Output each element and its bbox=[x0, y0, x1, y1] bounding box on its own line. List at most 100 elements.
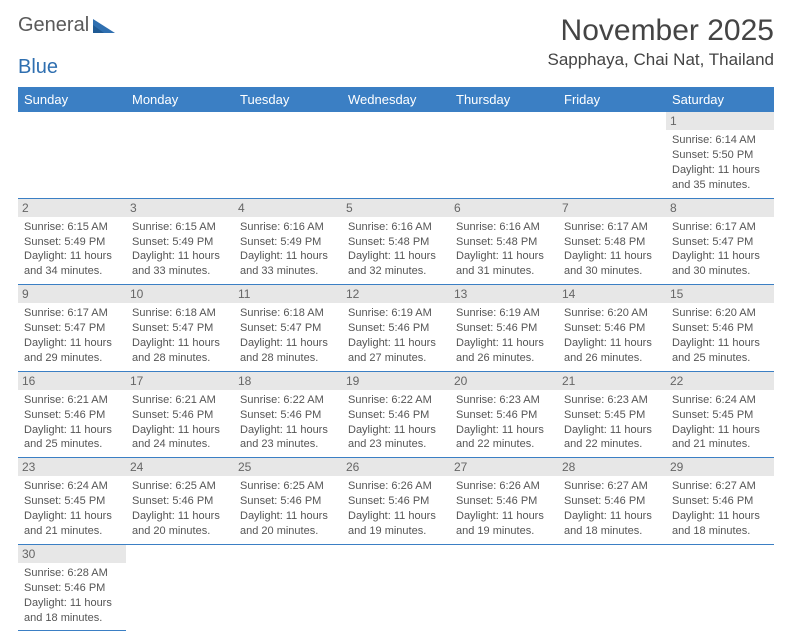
sunset-line: Sunset: 5:49 PM bbox=[24, 235, 120, 250]
sunset-line: Sunset: 5:46 PM bbox=[132, 408, 228, 423]
calendar-cell: 23Sunrise: 6:24 AMSunset: 5:45 PMDayligh… bbox=[18, 458, 126, 545]
sunrise-line: Sunrise: 6:21 AM bbox=[24, 393, 120, 408]
day-number: 7 bbox=[558, 199, 666, 217]
calendar-cell: 8 Sunrise: 6:17 AMSunset: 5:47 PMDaylight… bbox=[666, 198, 774, 285]
sunset-line: Sunset: 5:49 PM bbox=[132, 235, 228, 250]
sunset-line: Sunset: 5:47 PM bbox=[672, 235, 768, 250]
calendar-cell: 24Sunrise: 6:25 AMSunset: 5:46 PMDayligh… bbox=[126, 458, 234, 545]
calendar-row: 30Sunrise: 6:28 AMSunset: 5:46 PMDayligh… bbox=[18, 544, 774, 631]
sunset-line: Sunset: 5:46 PM bbox=[348, 321, 444, 336]
sunset-line: Sunset: 5:48 PM bbox=[456, 235, 552, 250]
weekday-header: Sunday bbox=[18, 87, 126, 112]
daylight-line: Daylight: 11 hours and 28 minutes. bbox=[132, 336, 228, 366]
sunrise-line: Sunrise: 6:19 AM bbox=[348, 306, 444, 321]
daylight-line: Daylight: 11 hours and 21 minutes. bbox=[672, 423, 768, 453]
sunrise-line: Sunrise: 6:15 AM bbox=[132, 220, 228, 235]
sunset-line: Sunset: 5:47 PM bbox=[240, 321, 336, 336]
calendar-cell bbox=[558, 544, 666, 631]
day-number: 25 bbox=[234, 458, 342, 476]
day-number: 29 bbox=[666, 458, 774, 476]
day-number: 17 bbox=[126, 372, 234, 390]
sunset-line: Sunset: 5:45 PM bbox=[672, 408, 768, 423]
daylight-line: Daylight: 11 hours and 33 minutes. bbox=[240, 249, 336, 279]
calendar-row: 23Sunrise: 6:24 AMSunset: 5:45 PMDayligh… bbox=[18, 458, 774, 545]
sunrise-line: Sunrise: 6:26 AM bbox=[456, 479, 552, 494]
day-number: 1 bbox=[666, 112, 774, 130]
daylight-line: Daylight: 11 hours and 26 minutes. bbox=[456, 336, 552, 366]
day-number: 21 bbox=[558, 372, 666, 390]
sunset-line: Sunset: 5:46 PM bbox=[564, 494, 660, 509]
sunset-line: Sunset: 5:46 PM bbox=[240, 408, 336, 423]
daylight-line: Daylight: 11 hours and 22 minutes. bbox=[564, 423, 660, 453]
calendar-cell: 4Sunrise: 6:16 AMSunset: 5:49 PMDaylight… bbox=[234, 198, 342, 285]
sunrise-line: Sunrise: 6:26 AM bbox=[348, 479, 444, 494]
calendar-cell: 2Sunrise: 6:15 AMSunset: 5:49 PMDaylight… bbox=[18, 198, 126, 285]
daylight-line: Daylight: 11 hours and 30 minutes. bbox=[564, 249, 660, 279]
day-number: 18 bbox=[234, 372, 342, 390]
day-number: 8 bbox=[666, 199, 774, 217]
calendar-cell: 17 Sunrise: 6:21 AMSunset: 5:46 PMDayligh… bbox=[126, 371, 234, 458]
sunset-line: Sunset: 5:48 PM bbox=[564, 235, 660, 250]
daylight-line: Daylight: 11 hours and 25 minutes. bbox=[672, 336, 768, 366]
logo-flag-icon bbox=[93, 17, 115, 33]
day-number: 10 bbox=[126, 285, 234, 303]
day-number: 16 bbox=[18, 372, 126, 390]
day-number: 9 bbox=[18, 285, 126, 303]
logo: General bbox=[18, 14, 117, 37]
calendar-cell: 18Sunrise: 6:22 AMSunset: 5:46 PMDayligh… bbox=[234, 371, 342, 458]
calendar-cell: 5Sunrise: 6:16 AMSunset: 5:48 PMDaylight… bbox=[342, 198, 450, 285]
calendar-cell: 1Sunrise: 6:14 AMSunset: 5:50 PMDaylight… bbox=[666, 112, 774, 198]
daylight-line: Daylight: 11 hours and 20 minutes. bbox=[240, 509, 336, 539]
sunset-line: Sunset: 5:48 PM bbox=[348, 235, 444, 250]
day-number: 19 bbox=[342, 372, 450, 390]
calendar-cell: 14Sunrise: 6:20 AMSunset: 5:46 PMDayligh… bbox=[558, 285, 666, 372]
sunset-line: Sunset: 5:46 PM bbox=[24, 408, 120, 423]
calendar-cell: 16 Sunrise: 6:21 AMSunset: 5:46 PMDayligh… bbox=[18, 371, 126, 458]
daylight-line: Daylight: 11 hours and 35 minutes. bbox=[672, 163, 768, 193]
day-number: 30 bbox=[18, 545, 126, 563]
daylight-line: Daylight: 11 hours and 33 minutes. bbox=[132, 249, 228, 279]
sunrise-line: Sunrise: 6:17 AM bbox=[672, 220, 768, 235]
day-number: 13 bbox=[450, 285, 558, 303]
sunset-line: Sunset: 5:46 PM bbox=[456, 408, 552, 423]
calendar-cell: 25Sunrise: 6:25 AMSunset: 5:46 PMDayligh… bbox=[234, 458, 342, 545]
daylight-line: Daylight: 11 hours and 24 minutes. bbox=[132, 423, 228, 453]
daylight-line: Daylight: 11 hours and 32 minutes. bbox=[348, 249, 444, 279]
calendar-cell: 29Sunrise: 6:27 AMSunset: 5:46 PMDayligh… bbox=[666, 458, 774, 545]
calendar-row: 16Sunrise: 6:21 AMSunset: 5:46 PMDayligh… bbox=[18, 371, 774, 458]
daylight-line: Daylight: 11 hours and 18 minutes. bbox=[24, 596, 120, 626]
sunset-line: Sunset: 5:47 PM bbox=[24, 321, 120, 336]
daylight-line: Daylight: 11 hours and 30 minutes. bbox=[672, 249, 768, 279]
calendar-row: 1Sunrise: 6:14 AMSunset: 5:50 PMDaylight… bbox=[18, 112, 774, 198]
day-number: 15 bbox=[666, 285, 774, 303]
calendar-cell bbox=[126, 544, 234, 631]
sunset-line: Sunset: 5:45 PM bbox=[564, 408, 660, 423]
calendar-cell: 27Sunrise: 6:26 AMSunset: 5:46 PMDayligh… bbox=[450, 458, 558, 545]
logo-text-general: General bbox=[18, 14, 89, 37]
location: Sapphaya, Chai Nat, Thailand bbox=[547, 50, 774, 70]
calendar-cell bbox=[18, 112, 126, 198]
daylight-line: Daylight: 11 hours and 25 minutes. bbox=[24, 423, 120, 453]
sunrise-line: Sunrise: 6:23 AM bbox=[456, 393, 552, 408]
weekday-header: Saturday bbox=[666, 87, 774, 112]
daylight-line: Daylight: 11 hours and 23 minutes. bbox=[348, 423, 444, 453]
sunrise-line: Sunrise: 6:23 AM bbox=[564, 393, 660, 408]
day-number: 6 bbox=[450, 199, 558, 217]
sunset-line: Sunset: 5:45 PM bbox=[24, 494, 120, 509]
calendar-cell: 7Sunrise: 6:17 AMSunset: 5:48 PMDaylight… bbox=[558, 198, 666, 285]
calendar-cell: 30Sunrise: 6:28 AMSunset: 5:46 PMDayligh… bbox=[18, 544, 126, 631]
sunrise-line: Sunrise: 6:15 AM bbox=[24, 220, 120, 235]
daylight-line: Daylight: 11 hours and 18 minutes. bbox=[672, 509, 768, 539]
calendar-cell bbox=[342, 544, 450, 631]
daylight-line: Daylight: 11 hours and 29 minutes. bbox=[24, 336, 120, 366]
sunrise-line: Sunrise: 6:16 AM bbox=[348, 220, 444, 235]
daylight-line: Daylight: 11 hours and 31 minutes. bbox=[456, 249, 552, 279]
calendar-cell bbox=[666, 544, 774, 631]
sunrise-line: Sunrise: 6:27 AM bbox=[672, 479, 768, 494]
calendar-cell: 20Sunrise: 6:23 AMSunset: 5:46 PMDayligh… bbox=[450, 371, 558, 458]
sunrise-line: Sunrise: 6:14 AM bbox=[672, 133, 768, 148]
calendar-cell: 15Sunrise: 6:20 AMSunset: 5:46 PMDayligh… bbox=[666, 285, 774, 372]
sunrise-line: Sunrise: 6:25 AM bbox=[132, 479, 228, 494]
sunrise-line: Sunrise: 6:21 AM bbox=[132, 393, 228, 408]
day-number: 4 bbox=[234, 199, 342, 217]
